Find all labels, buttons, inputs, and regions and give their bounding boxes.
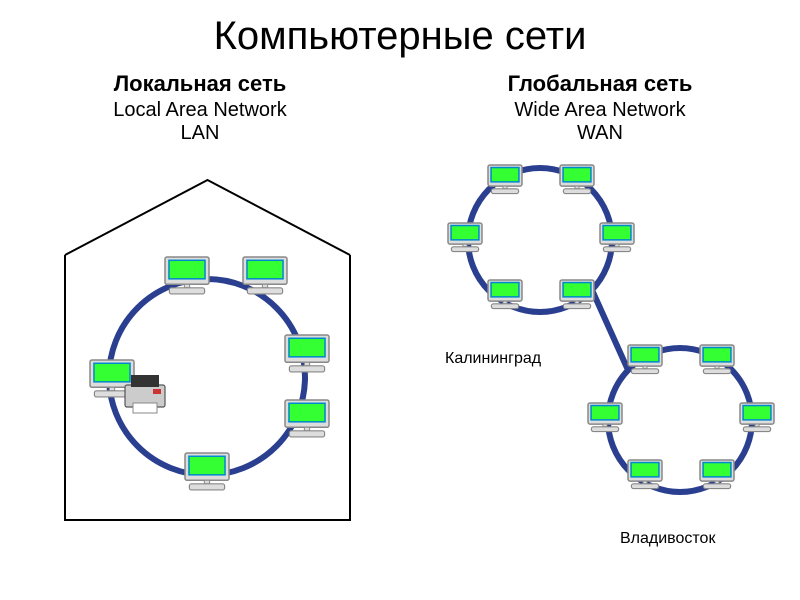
diagram-area: Калининград Владивосток <box>0 145 800 565</box>
computer-icon <box>560 280 594 309</box>
computer-icon <box>740 403 774 432</box>
house-roof <box>65 180 350 255</box>
wan-heading: Глобальная сеть <box>400 71 800 97</box>
wan-sub2: WAN <box>400 122 800 145</box>
computer-icon <box>165 257 209 294</box>
computer-icon <box>285 400 329 437</box>
lan-sub1: Local Area Network <box>0 99 400 122</box>
city-label-vladivostok: Владивосток <box>620 530 715 548</box>
printer-icon <box>125 375 165 413</box>
lan-sub2: LAN <box>0 122 400 145</box>
computer-icon <box>600 223 634 252</box>
wan-link <box>592 290 628 370</box>
computer-icon <box>488 280 522 309</box>
computer-icon <box>243 257 287 294</box>
computer-icon <box>448 223 482 252</box>
computer-icon <box>185 453 229 490</box>
computer-icon <box>285 335 329 372</box>
diagram-svg <box>0 145 800 565</box>
computer-icon <box>488 165 522 194</box>
lan-column: Локальная сеть Local Area Network LAN <box>0 71 400 145</box>
lan-heading: Локальная сеть <box>0 71 400 97</box>
page-title: Компьютерные сети <box>0 0 800 59</box>
computer-icon <box>628 345 662 374</box>
computer-icon <box>560 165 594 194</box>
computer-icon <box>700 345 734 374</box>
wan-sub1: Wide Area Network <box>400 99 800 122</box>
computer-icon <box>628 460 662 489</box>
computer-icon <box>588 403 622 432</box>
city-label-kaliningrad: Калининград <box>445 350 541 368</box>
columns: Локальная сеть Local Area Network LAN Гл… <box>0 71 800 145</box>
computer-icon <box>700 460 734 489</box>
wan-column: Глобальная сеть Wide Area Network WAN <box>400 71 800 145</box>
